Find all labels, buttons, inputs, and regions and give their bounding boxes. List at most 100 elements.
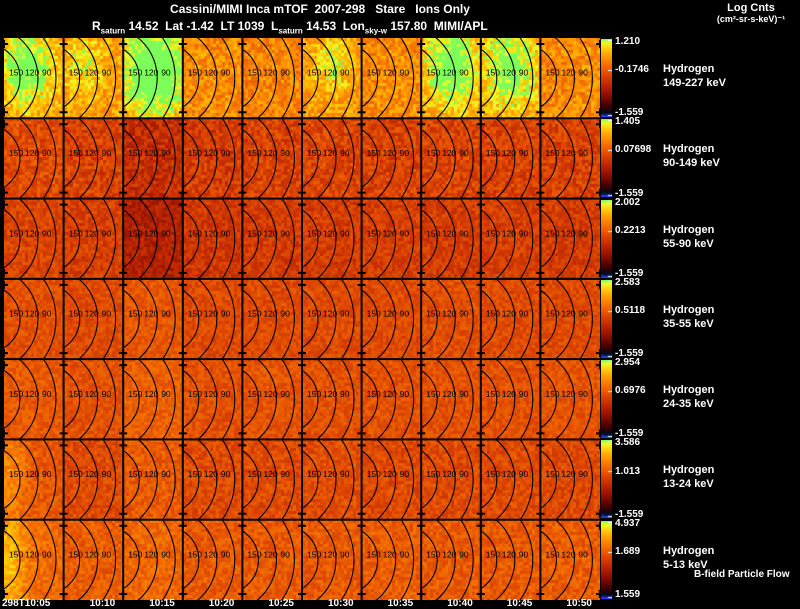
plus-marker [63, 188, 68, 197]
plus-marker [480, 589, 485, 598]
plus-marker [480, 268, 485, 277]
plus-marker [297, 280, 302, 289]
contour-arc [375, 198, 397, 279]
contour-label: 150 [128, 549, 142, 559]
contour-label: 150 [545, 469, 559, 479]
contour-label: 150 [486, 309, 500, 319]
contour-label: 120 [323, 309, 337, 319]
contour-label: 120 [383, 309, 397, 319]
contour-label: 90 [519, 549, 529, 559]
contour-label: 150 [307, 389, 321, 399]
heatmap-panel: 150 120 90 [63, 359, 124, 440]
contour-label: 120 [323, 389, 337, 399]
contour-arc [480, 209, 498, 269]
energy-range-label: 24-35 keV [663, 398, 714, 411]
plus-marker [123, 521, 128, 530]
contour-label: 150 [545, 68, 559, 78]
plus-marker [417, 361, 422, 370]
contour-label: 150 [367, 549, 381, 559]
contour-label: 120 [144, 469, 158, 479]
contour-label: 150 [247, 389, 261, 399]
contour-arc [579, 439, 593, 520]
contour-arc [375, 439, 397, 520]
time-tick-label: 10:30 [328, 598, 354, 609]
contour-arc [137, 38, 158, 119]
heatmap-panel: 150 120 90 [63, 278, 124, 360]
plus-marker [540, 268, 545, 277]
column-divider [539, 38, 542, 600]
contour-label: 120 [25, 309, 39, 319]
contour-label: 150 [247, 148, 261, 158]
plus-marker [540, 120, 545, 129]
heatmap-panel: 150 120 90 [182, 198, 243, 279]
contour-label: 150 [367, 148, 381, 158]
contour-label: 120 [323, 549, 337, 559]
heatmap-panel: 150 120 90 [480, 519, 541, 600]
contour-arc [459, 359, 474, 440]
plus-marker [596, 268, 600, 277]
contour-arc [182, 209, 200, 269]
plus-marker [119, 521, 124, 530]
contour-arc [242, 128, 259, 188]
heatmap-panel: 150 120 90 [123, 439, 183, 520]
contour-arc [63, 209, 81, 269]
plus-marker [540, 280, 545, 289]
contour-arc [4, 369, 21, 429]
contour-arc [579, 118, 593, 199]
heatmap-panel: 150 120 90 [302, 198, 362, 279]
contour-arc [400, 359, 415, 440]
plus-marker [536, 108, 541, 117]
plus-marker [357, 40, 362, 48]
plus-marker [536, 280, 541, 289]
plus-marker [63, 120, 68, 129]
plus-marker [357, 188, 362, 197]
contour-arc [221, 198, 236, 279]
colorbar-tick-label: -1.559 [615, 428, 644, 440]
plus-marker [63, 349, 68, 358]
contour-arc [421, 48, 438, 108]
contour-label: 90 [221, 68, 231, 78]
heatmap-panel: 150 120 90 [123, 38, 183, 119]
energy-species-label: Hydrogen [663, 303, 715, 316]
colorbar-units-line2: (cm²-sr-s-keV)⁻¹ [716, 14, 786, 24]
heatmap-panel: 150 120 90 [63, 118, 124, 199]
plus-marker [357, 509, 362, 518]
contour-arc [42, 198, 57, 279]
plus-marker [361, 280, 366, 289]
contour-label: 120 [25, 148, 39, 158]
plus-marker [417, 589, 422, 598]
plus-marker [596, 188, 600, 197]
contour-label: 150 [486, 148, 500, 158]
contour-arc [221, 359, 236, 440]
plus-marker [536, 40, 541, 48]
plus-marker [476, 200, 481, 209]
energy-range-label: 55-90 keV [663, 237, 714, 250]
plus-marker [596, 361, 600, 370]
contour-arc [161, 359, 176, 440]
contour-label: 120 [263, 389, 277, 399]
plus-marker [182, 280, 187, 289]
contour-arc [221, 38, 236, 119]
contour-arc [4, 289, 21, 349]
contour-arc [554, 118, 575, 199]
plus-marker [238, 429, 243, 438]
plus-marker [476, 120, 481, 129]
contour-label: 90 [340, 228, 350, 238]
energy-band-label: Hydrogen 149-227 keV [663, 62, 726, 90]
plus-marker [238, 361, 243, 370]
contour-label: 150 [128, 148, 142, 158]
contour-arc [137, 359, 158, 440]
contour-label: 90 [519, 228, 529, 238]
contour-arc [579, 519, 593, 600]
contour-label: 90 [102, 148, 112, 158]
plus-marker [242, 361, 247, 370]
contour-label: 120 [263, 549, 277, 559]
contour-label: 150 [307, 148, 321, 158]
contour-label: 150 [128, 228, 142, 238]
contour-label: 150 [188, 309, 202, 319]
heatmap-panel: 150 120 90 [361, 439, 422, 520]
contour-arc [540, 128, 557, 188]
contour-label: 120 [502, 469, 516, 479]
contour-arc [102, 38, 117, 119]
